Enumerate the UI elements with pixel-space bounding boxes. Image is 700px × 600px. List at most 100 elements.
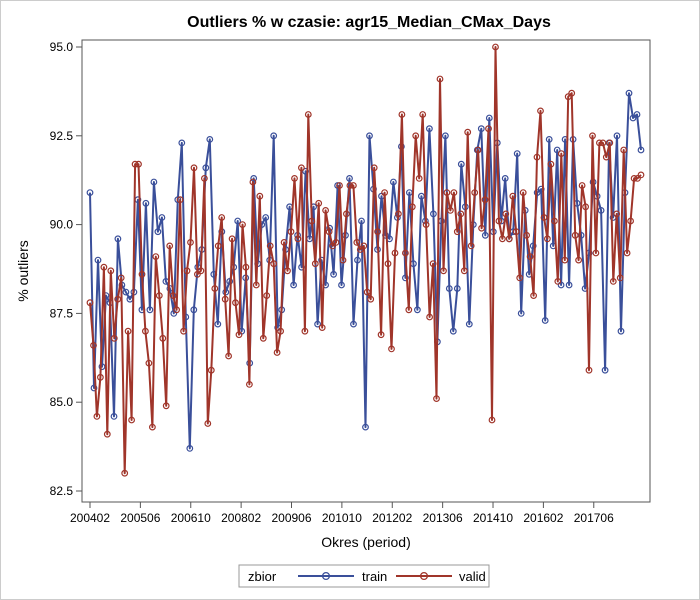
- data-point-valid: [443, 189, 451, 197]
- data-point-valid: [96, 373, 104, 381]
- data-point-valid: [457, 210, 465, 218]
- data-point-valid: [519, 189, 527, 197]
- data-point-valid: [318, 324, 326, 332]
- data-point-train: [529, 242, 537, 250]
- data-point-valid: [287, 228, 295, 236]
- data-point-valid: [218, 214, 226, 221]
- data-point-valid: [384, 260, 392, 268]
- data-point-valid: [329, 242, 337, 250]
- legend-marker-valid: [419, 571, 429, 581]
- data-point-valid: [239, 221, 246, 229]
- data-point-valid: [128, 416, 136, 424]
- data-point-train: [306, 235, 314, 243]
- data-point-train: [545, 135, 553, 143]
- data-point-valid: [131, 160, 139, 168]
- data-point-train: [637, 146, 645, 154]
- data-point-valid: [551, 217, 558, 225]
- data-point-train: [418, 192, 425, 200]
- data-point-valid: [433, 395, 440, 403]
- data-point-train: [290, 281, 298, 289]
- data-point-valid: [207, 366, 215, 374]
- data-point-valid: [492, 43, 499, 51]
- plot-area: [81, 39, 651, 503]
- data-point-valid: [391, 249, 399, 257]
- data-point-valid: [540, 214, 548, 221]
- data-point-valid: [471, 189, 479, 197]
- data-point-valid: [533, 153, 541, 161]
- data-point-valid: [460, 267, 468, 275]
- data-point-valid: [135, 160, 142, 168]
- data-point-train: [406, 189, 413, 197]
- data-point-valid: [602, 153, 610, 161]
- data-point-valid: [388, 345, 395, 353]
- data-point-valid: [280, 238, 288, 246]
- data-point-valid: [599, 139, 607, 147]
- data-point-valid: [554, 278, 562, 285]
- data-point-valid: [214, 242, 222, 250]
- data-point-valid: [571, 231, 579, 239]
- data-point-train: [533, 189, 541, 197]
- data-point-train: [338, 281, 345, 289]
- data-point-valid: [100, 263, 108, 271]
- data-point-train: [457, 160, 465, 168]
- data-point-valid: [367, 295, 375, 303]
- data-point-valid: [426, 313, 434, 321]
- data-point-valid: [464, 128, 472, 136]
- data-point-valid: [582, 203, 589, 211]
- data-point-valid: [256, 192, 264, 200]
- data-point-valid: [478, 224, 486, 232]
- data-point-train: [154, 228, 162, 236]
- data-point-valid: [298, 164, 305, 172]
- x-tick-label: 201306: [423, 511, 463, 525]
- y-axis: 82.5 85.0 87.5 90.0 92.5 95.0: [50, 40, 82, 498]
- data-point-train: [629, 114, 637, 122]
- y-axis-label: % outliers: [15, 240, 31, 301]
- data-point-valid: [117, 274, 125, 282]
- data-point-valid: [589, 132, 596, 140]
- data-point-valid: [436, 75, 444, 83]
- data-point-valid: [169, 292, 177, 300]
- data-point-valid: [561, 256, 569, 264]
- data-point-valid: [273, 349, 281, 356]
- data-point-valid: [145, 359, 153, 367]
- data-point-train: [366, 132, 373, 140]
- data-point-valid: [332, 238, 340, 246]
- y-tick-label: 95.0: [50, 40, 74, 54]
- data-point-valid: [509, 192, 517, 200]
- data-point-valid: [277, 327, 285, 335]
- data-point-valid: [193, 270, 201, 278]
- x-tick-label: 201410: [473, 511, 513, 525]
- data-point-train: [150, 178, 158, 186]
- data-point-valid: [155, 292, 163, 300]
- data-point-valid: [141, 327, 149, 335]
- data-point-valid: [124, 327, 132, 335]
- legend-label-valid: valid: [459, 569, 486, 584]
- data-point-train: [390, 178, 397, 186]
- data-point-valid: [568, 89, 576, 97]
- data-point-valid: [350, 182, 357, 189]
- data-point-valid: [308, 217, 316, 225]
- data-point-valid: [343, 210, 350, 218]
- data-point-train: [250, 174, 258, 182]
- data-point-valid: [138, 270, 146, 278]
- data-point-valid: [263, 292, 271, 300]
- data-point-valid: [249, 178, 257, 186]
- data-point-valid: [225, 352, 233, 360]
- data-point-train: [513, 150, 521, 158]
- data-point-valid: [613, 210, 621, 218]
- data-point-train: [597, 206, 605, 214]
- x-tick-label: 201706: [574, 511, 614, 525]
- data-point-valid: [152, 253, 160, 261]
- data-point-train: [553, 146, 561, 154]
- data-point-train: [541, 317, 549, 324]
- x-tick-label: 200610: [171, 511, 211, 525]
- data-point-train: [410, 260, 417, 268]
- data-point-valid: [103, 430, 111, 438]
- legend: zbior train valid: [238, 564, 490, 588]
- x-tick-label: 200802: [221, 511, 261, 525]
- data-point-valid: [176, 196, 184, 204]
- data-point-valid: [363, 288, 371, 296]
- data-point-valid: [190, 164, 198, 172]
- data-point-valid: [453, 228, 461, 236]
